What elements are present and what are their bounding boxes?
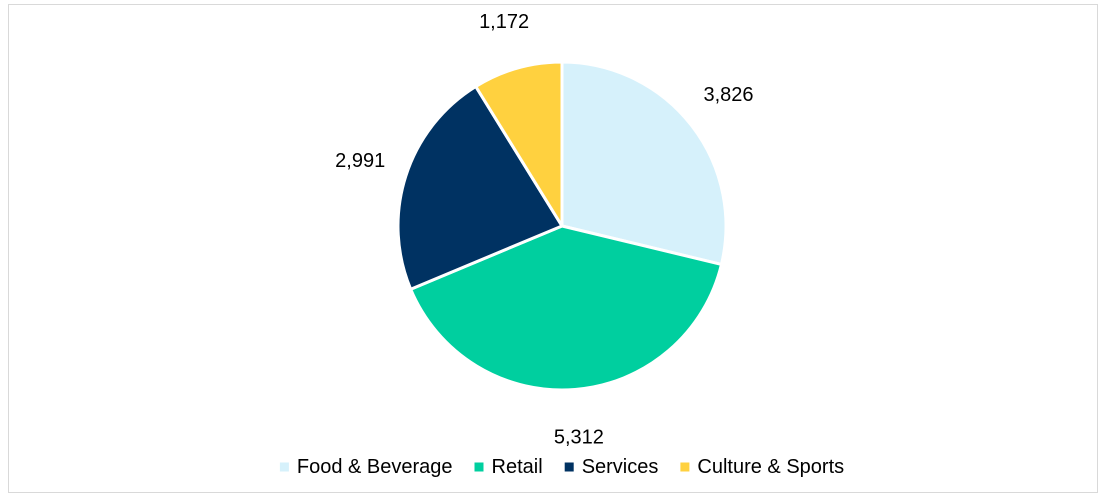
pie-slices	[396, 60, 728, 392]
data-label-services: 2,991	[335, 150, 385, 172]
legend-item-services: Services	[564, 456, 659, 478]
legend-swatch-retail	[474, 462, 484, 472]
legend-swatch-food-and-beverage	[279, 462, 289, 472]
legend-item-retail: Retail	[474, 456, 543, 478]
legend-label-food-and-beverage: Food & Beverage	[297, 456, 453, 478]
legend-swatch-services	[564, 462, 574, 472]
data-label-food-and-beverage: 3,826	[703, 84, 753, 106]
legend-item-food-and-beverage: Food & Beverage	[279, 456, 453, 478]
legend: Food & Beverage Retail Services Culture & S…	[279, 456, 844, 478]
legend-item-culture-and-sports: Culture & Sports	[680, 456, 844, 478]
data-label-culture-and-sports: 1,172	[479, 11, 529, 33]
legend-label-services: Services	[582, 456, 659, 478]
pie-slice-services	[396, 85, 564, 291]
data-labels: 3,826 5,312 2,991 1,172	[335, 11, 753, 448]
legend-swatch-culture-and-sports	[680, 462, 690, 472]
pie-slice-retail	[409, 224, 723, 392]
legend-label-retail: Retail	[492, 456, 543, 478]
pie-slice-culture-and-sports	[474, 60, 564, 228]
data-label-retail: 5,312	[554, 426, 604, 448]
legend-label-culture-and-sports: Culture & Sports	[697, 456, 844, 478]
pie-slice-food-and-beverage	[560, 60, 728, 266]
